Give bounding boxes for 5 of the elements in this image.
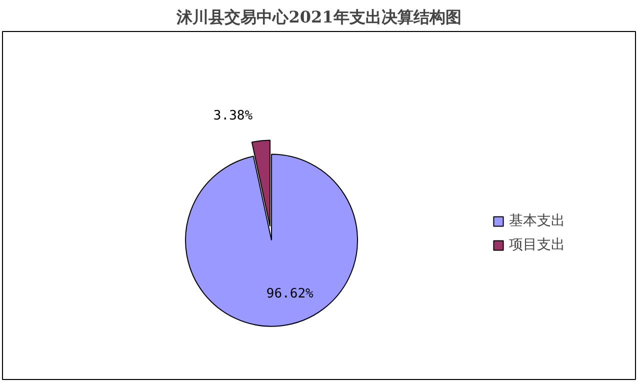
legend-label: 项目支出 <box>509 236 565 254</box>
chart-title: 沭川县交易中心2021年支出决算结构图 <box>176 8 462 26</box>
legend-label: 基本支出 <box>509 212 565 230</box>
data-label: 96.62% <box>266 286 314 302</box>
data-label: 3.38% <box>213 108 253 124</box>
